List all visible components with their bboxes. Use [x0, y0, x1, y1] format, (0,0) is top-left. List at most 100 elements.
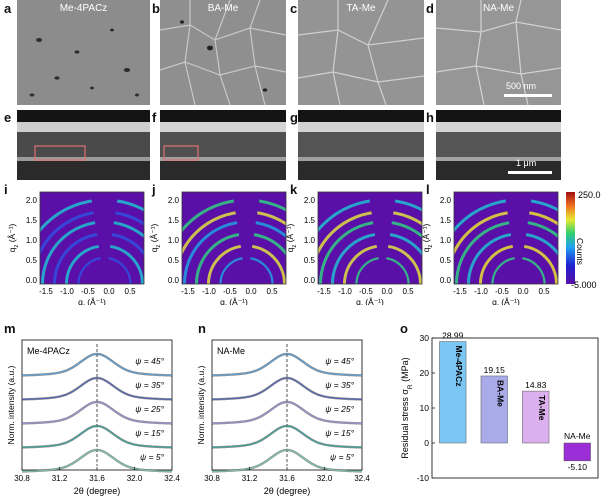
xrd-panel-m: ψ = 45° ψ = 35° ψ = 25° ψ = 15° ψ = 5° Me-4PA… — [6, 339, 180, 496]
bar-1 — [480, 375, 508, 444]
panel-label-h: h — [426, 110, 434, 125]
x-tick-label: -1.5 — [181, 287, 195, 296]
scale-bar-label: 1 μm — [516, 158, 537, 168]
stress-bar-chart: -10 0 10 20 30 28.99 Me-4PACz 19.15 BA-Me 14.83 TA… — [400, 331, 599, 483]
sem-label: NA-Me — [482, 3, 515, 14]
y-axis-label: Residual stress σR (MPa) — [400, 357, 414, 458]
x-tick-label: -1.0 — [338, 287, 352, 296]
y-tick-label: 0.5 — [26, 256, 38, 265]
panel-title: Me-4PACz — [27, 346, 70, 356]
colorbar — [566, 192, 575, 284]
y-tick-label: 0.5 — [440, 256, 452, 265]
x-tick-label: 0.5 — [266, 287, 278, 296]
bar-value-label: 19.15 — [484, 365, 506, 375]
psi-label: ψ = 45° — [135, 356, 164, 366]
y-tick-label: 1.0 — [304, 236, 316, 245]
xrd-panel-n: ψ = 45° ψ = 35° ψ = 25° ψ = 15° ψ = 5° NA-Me 3… — [196, 339, 370, 496]
missing-wedge — [504, 192, 533, 284]
bottom-row: ψ = 45° ψ = 35° ψ = 25° ψ = 15° ψ = 5° Me-4PA… — [6, 331, 599, 496]
xrd-fit-line — [211, 353, 363, 376]
xrd-fit-line — [21, 377, 173, 400]
y-tick-label: 1.5 — [168, 216, 180, 225]
sem-cross-na-me: 1 μm — [436, 110, 561, 180]
y-tick-label: 2.0 — [304, 196, 316, 205]
x-tick-label: 31.2 — [242, 474, 258, 483]
x-tick-label: -1.5 — [39, 287, 53, 296]
highlight-box — [34, 145, 86, 161]
y-tick-label: 20 — [420, 368, 430, 378]
x-tick-label: 32.0 — [127, 474, 143, 483]
missing-wedge — [368, 192, 397, 284]
bar-value-label: -5.10 — [568, 462, 588, 472]
y-tick-label: 2.0 — [440, 196, 452, 205]
x-tick-label: 32.4 — [164, 474, 180, 483]
y-tick-label: 0.0 — [168, 276, 180, 285]
psi-label: ψ = 15° — [325, 428, 354, 438]
panel-label-i: i — [4, 182, 8, 197]
colorbar-max: 250.0 — [578, 190, 601, 200]
panel-label-c: c — [290, 1, 298, 16]
y-tick-label: 30 — [420, 333, 430, 343]
y-tick-label: 1.0 — [440, 236, 452, 245]
cross-section-texture — [17, 110, 150, 180]
psi-label: ψ = 25° — [325, 404, 354, 414]
psi-label: ψ = 35° — [135, 380, 164, 390]
x-tick-label: 31.6 — [279, 474, 295, 483]
x-tick-label: -0.5 — [223, 287, 237, 296]
xrd-fit-line — [21, 449, 173, 472]
bar-value-label: 28.99 — [442, 331, 464, 341]
y-tick-label: 0.0 — [26, 276, 38, 285]
giwaxs-row: -1.5-1.0-0.50.00.5qr (Å⁻¹)0.00.51.01.52.… — [7, 190, 601, 305]
x-tick-label: 0.0 — [381, 287, 393, 296]
cross-section-texture — [436, 110, 561, 180]
bar-2 — [522, 390, 550, 444]
x-axis-label: qr (Å⁻¹) — [78, 297, 106, 305]
grain-texture — [17, 0, 150, 105]
panel-label-o: o — [400, 321, 408, 336]
x-tick-label: 0.0 — [517, 287, 529, 296]
sem-label: BA-Me — [207, 3, 239, 14]
x-tick-label: -1.0 — [474, 287, 488, 296]
x-axis-label: qr (Å⁻¹) — [220, 297, 248, 305]
y-tick-label: -10 — [417, 473, 430, 483]
x-axis-label: qr (Å⁻¹) — [356, 297, 384, 305]
sem-cross-ta-me — [298, 110, 424, 180]
sem-top-ba-me: BA-Me — [160, 0, 286, 105]
panel-label-b: b — [152, 1, 160, 16]
category-label: NA-Me — [564, 431, 591, 441]
colorbar-min: -5.000 — [571, 280, 597, 290]
bar-value-label: 14.83 — [525, 380, 547, 390]
grain-texture — [298, 0, 424, 105]
y-tick-label: 1.0 — [26, 236, 38, 245]
grain-texture — [160, 0, 286, 105]
x-axis-label: 2θ (degree) — [74, 486, 121, 496]
x-tick-label: -0.5 — [495, 287, 509, 296]
x-tick-label: 0.5 — [538, 287, 550, 296]
y-tick-label: 0 — [424, 438, 429, 448]
x-tick-label: -1.0 — [60, 287, 74, 296]
y-tick-label: 2.0 — [168, 196, 180, 205]
panel-label-f: f — [152, 110, 157, 125]
x-tick-label: 32.0 — [317, 474, 333, 483]
y-tick-label: 2.0 — [26, 196, 38, 205]
sem-label: TA-Me — [346, 3, 376, 14]
y-axis-label: qz (Å⁻¹) — [421, 223, 434, 252]
y-tick-label: 0.5 — [168, 256, 180, 265]
category-label: Me-4PACz — [454, 346, 464, 387]
panel-label-e: e — [4, 110, 12, 125]
sem-top-na-me: NA-Me 500 nm — [436, 0, 561, 105]
sem-top-me4pacz: Me-4PACz — [17, 0, 150, 105]
xrd-fit-line — [211, 449, 363, 472]
y-tick-label: 0.0 — [304, 276, 316, 285]
y-axis-label: qz (Å⁻¹) — [285, 223, 298, 252]
category-label: TA-Me — [537, 395, 547, 421]
colorbar-label: Counts — [575, 238, 585, 265]
x-tick-label: 0.0 — [245, 287, 257, 296]
cross-section-texture — [298, 110, 424, 180]
sem-cross-ba-me — [160, 110, 286, 180]
y-tick-label: 10 — [420, 403, 430, 413]
sem-top-ta-me: TA-Me — [298, 0, 424, 105]
y-tick-label: 1.0 — [168, 236, 180, 245]
panel-label-l: l — [426, 182, 430, 197]
psi-label: ψ = 5° — [140, 452, 165, 462]
